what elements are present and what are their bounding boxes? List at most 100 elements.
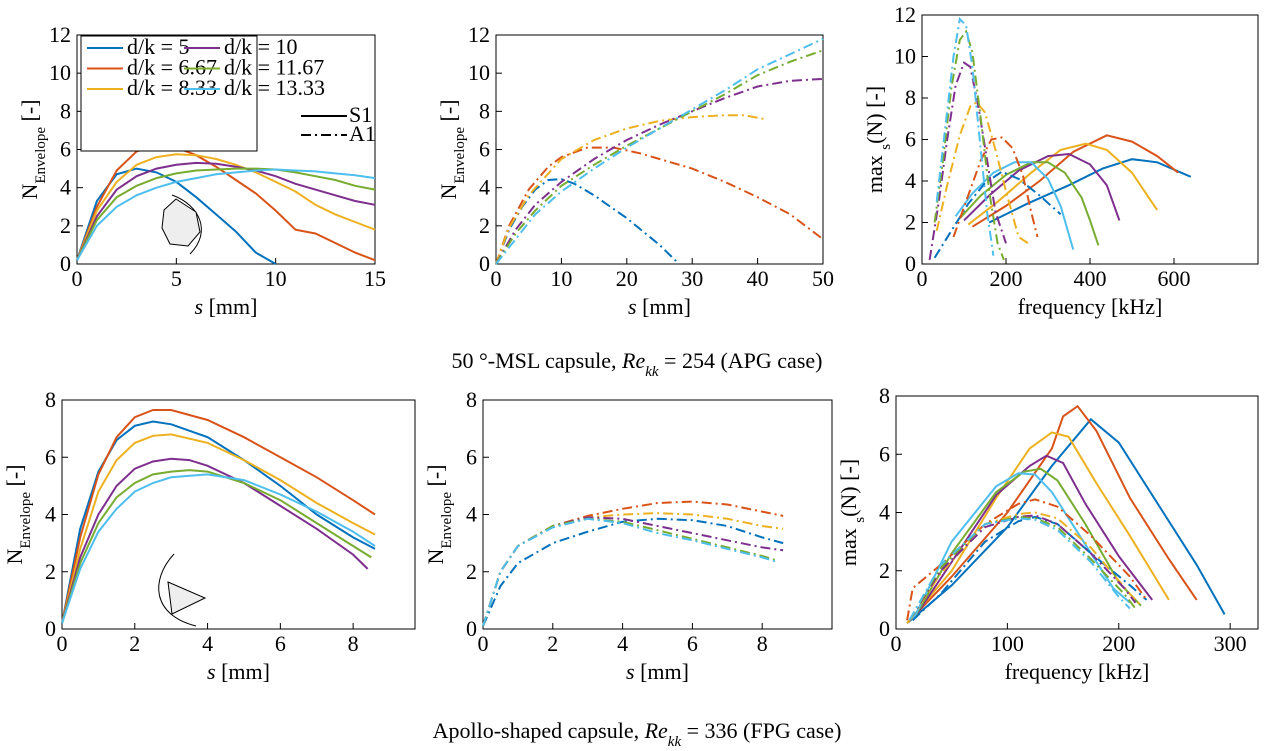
- series-line: [482, 500, 784, 627]
- x-tick-label: 10: [550, 266, 572, 291]
- y-axis-label: NEnvelope [-]: [423, 464, 455, 564]
- y-tick-label: 0: [45, 616, 56, 641]
- y-tick-label: 8: [879, 383, 890, 408]
- row-caption: Apollo-shaped capsule, Rekk = 336 (FPG c…: [433, 718, 842, 750]
- x-axis-label-part: s: [207, 659, 216, 684]
- y-axis-label-part: Envelope: [439, 492, 455, 549]
- y-axis-label: NEnvelope [-]: [17, 99, 49, 199]
- legend-label: A1: [349, 121, 376, 146]
- row-caption-part: kk: [668, 734, 682, 750]
- y-axis-label-part: (N) [-]: [862, 86, 887, 144]
- x-tick-label: 0: [72, 266, 83, 291]
- series-line: [952, 136, 1039, 238]
- x-tick-label: 300: [1214, 631, 1247, 656]
- series-line: [963, 152, 1121, 222]
- x-axis-label: frequency [kHz]: [1018, 294, 1163, 319]
- series-line: [495, 37, 824, 265]
- x-tick-label: 2: [547, 631, 558, 656]
- series-line: [935, 100, 1032, 247]
- panel: 0 100 200 300 0 2 4 6 8 frequency [kHz] max s(N) […: [836, 383, 1259, 684]
- y-tick-label: 2: [479, 213, 490, 238]
- y-axis-label-part: Envelope: [33, 127, 49, 184]
- y-axis-label-part: N: [436, 184, 461, 200]
- x-tick-label: 40: [747, 266, 769, 291]
- series-line: [482, 517, 777, 627]
- x-tick-label: 8: [757, 631, 768, 656]
- y-tick-label: 2: [905, 210, 916, 235]
- series-line: [912, 515, 1148, 622]
- series-line: [954, 161, 1075, 250]
- series-line: [61, 433, 376, 624]
- row-caption: 50 °-MSL capsule, Rekk = 254 (APG case): [452, 348, 823, 380]
- x-axis-label-part: [mm]: [637, 294, 691, 319]
- series-line: [959, 161, 1100, 246]
- series-line: [495, 178, 680, 265]
- y-axis-label: max s(N) [-]: [862, 86, 894, 193]
- y-tick-label: 12: [894, 2, 916, 27]
- y-tick-label: 12: [49, 22, 71, 47]
- series-line: [906, 417, 1226, 624]
- row-caption-part: = 336 (FPG case): [681, 718, 841, 743]
- y-tick-label: 0: [466, 616, 477, 641]
- legend-label: S1: [349, 102, 372, 127]
- x-tick-label: 0: [891, 631, 902, 656]
- x-tick-label: 5: [171, 266, 182, 291]
- row-caption-part: kk: [645, 364, 659, 380]
- x-tick-label: 200: [1102, 631, 1135, 656]
- y-axis-label-part: N: [17, 184, 42, 200]
- y-axis-label-part: N: [423, 549, 448, 565]
- panel: 0 2 4 6 8 0 2 4 6 8 s [mm] NEnvelope [-]: [423, 387, 833, 684]
- x-tick-label: 0: [491, 266, 502, 291]
- y-tick-label: 4: [466, 502, 477, 527]
- y-tick-label: 10: [468, 60, 490, 85]
- y-tick-label: 0: [479, 251, 490, 276]
- y-tick-label: 10: [894, 44, 916, 69]
- y-axis-label-part: max: [862, 150, 887, 193]
- y-axis-label-part: Envelope: [452, 127, 468, 184]
- y-axis-label-part: s: [878, 144, 894, 150]
- row-caption-part: Re: [621, 348, 645, 373]
- series-line: [495, 49, 824, 265]
- y-tick-label: 4: [879, 500, 890, 525]
- series-line: [988, 158, 1192, 224]
- y-axis-label: NEnvelope [-]: [2, 464, 34, 564]
- x-tick-label: 4: [202, 631, 213, 656]
- y-axis-label-part: [-]: [436, 99, 461, 126]
- x-tick-label: 50: [812, 266, 834, 291]
- x-tick-label: 0: [478, 631, 489, 656]
- series-line: [61, 473, 376, 624]
- x-axis-label-part: frequency [kHz]: [1018, 294, 1163, 319]
- y-axis-label-part: [-]: [423, 464, 448, 491]
- capsule-icon: [158, 553, 207, 627]
- series-line: [61, 469, 372, 624]
- x-tick-label: 0: [917, 266, 928, 291]
- series-line: [61, 457, 369, 624]
- row-caption-part: Re: [644, 718, 668, 743]
- x-axis-label: s [mm]: [195, 294, 258, 319]
- x-tick-label: 600: [1158, 266, 1191, 291]
- x-axis-label-part: s: [195, 294, 204, 319]
- x-tick-label: 4: [617, 631, 628, 656]
- series-line: [935, 17, 995, 256]
- series-line: [967, 142, 1159, 226]
- y-tick-label: 6: [905, 127, 916, 152]
- y-tick-label: 6: [60, 137, 71, 162]
- series-line: [61, 409, 376, 624]
- x-tick-label: 6: [687, 631, 698, 656]
- x-tick-label: 200: [990, 266, 1023, 291]
- y-tick-label: 4: [479, 175, 490, 200]
- y-axis-label-part: [-]: [17, 99, 42, 126]
- x-tick-label: 8: [348, 631, 359, 656]
- y-tick-label: 4: [60, 175, 71, 200]
- y-axis-label-part: N: [2, 549, 27, 565]
- x-tick-label: 10: [265, 266, 287, 291]
- capsule-icon: [161, 194, 202, 255]
- legend-label: d/k = 13.33: [224, 75, 325, 100]
- x-axis-label: s [mm]: [626, 659, 689, 684]
- y-axis-label-part: max: [836, 523, 861, 566]
- x-tick-label: 2: [129, 631, 140, 656]
- x-axis-label-part: [mm]: [216, 659, 270, 684]
- y-axis-label: NEnvelope [-]: [436, 99, 468, 199]
- series-line: [906, 498, 1148, 621]
- series-line: [908, 517, 1131, 621]
